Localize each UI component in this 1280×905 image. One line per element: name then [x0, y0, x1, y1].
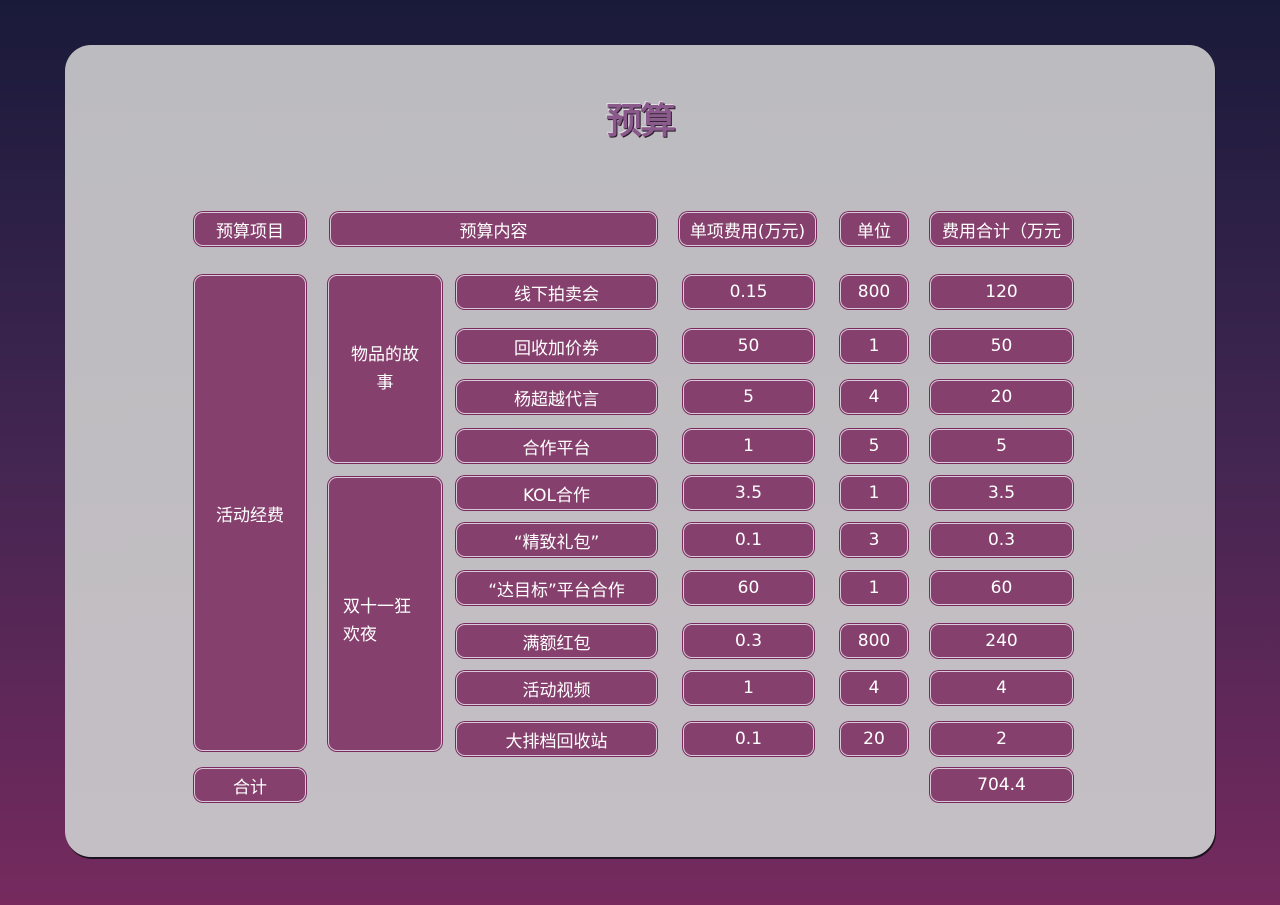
row-item-cell: KOL合作	[456, 476, 657, 510]
row-item-cell: “精致礼包”	[456, 523, 657, 557]
row-total-cell: 0.3	[930, 523, 1073, 557]
row-units-cell: 20	[840, 722, 908, 756]
row-unit-cost-cell: 1	[683, 671, 814, 705]
row-unit-cost-cell: 3.5	[683, 476, 814, 510]
row-unit-cost-cell: 0.15	[683, 275, 814, 309]
row-item-cell: “达目标”平台合作	[456, 571, 657, 605]
row-units-cell: 4	[840, 671, 908, 705]
header-item: 预算项目	[194, 212, 306, 246]
row-item-cell: 大排档回收站	[456, 722, 657, 756]
row-item-cell: 活动视频	[456, 671, 657, 705]
row-total-cell: 5	[930, 429, 1073, 463]
row-unit-cost-cell: 5	[683, 380, 814, 414]
row-total-cell: 120	[930, 275, 1073, 309]
row-unit-cost-cell: 0.3	[683, 624, 814, 658]
row-total-cell: 3.5	[930, 476, 1073, 510]
total-value: 704.4	[930, 768, 1073, 802]
row-item-cell: 杨超越代言	[456, 380, 657, 414]
row-total-cell: 50	[930, 329, 1073, 363]
row-unit-cost-cell: 1	[683, 429, 814, 463]
row-units-cell: 1	[840, 476, 908, 510]
row-total-cell: 20	[930, 380, 1073, 414]
row-units-cell: 800	[840, 275, 908, 309]
header-units: 单位	[840, 212, 908, 246]
row-units-cell: 4	[840, 380, 908, 414]
category-cell: 活动经费	[194, 275, 306, 751]
group-cell-2: 双十一狂 欢夜	[328, 477, 442, 751]
row-total-cell: 240	[930, 624, 1073, 658]
row-units-cell: 5	[840, 429, 908, 463]
header-content: 预算内容	[330, 212, 657, 246]
page-title: 预算	[605, 101, 676, 142]
group-cell-1: 物品的故事	[328, 275, 442, 463]
row-unit-cost-cell: 0.1	[683, 523, 814, 557]
row-units-cell: 1	[840, 329, 908, 363]
total-label: 合计	[194, 768, 306, 802]
row-units-cell: 3	[840, 523, 908, 557]
row-total-cell: 60	[930, 571, 1073, 605]
header-total: 费用合计（万元	[930, 212, 1073, 246]
row-unit-cost-cell: 60	[683, 571, 814, 605]
row-total-cell: 4	[930, 671, 1073, 705]
row-item-cell: 合作平台	[456, 429, 657, 463]
row-item-cell: 线下拍卖会	[456, 275, 657, 309]
row-item-cell: 满额红包	[456, 624, 657, 658]
row-total-cell: 2	[930, 722, 1073, 756]
row-units-cell: 800	[840, 624, 908, 658]
row-item-cell: 回收加价券	[456, 329, 657, 363]
header-unit-cost: 单项费用(万元)	[679, 212, 816, 246]
row-unit-cost-cell: 50	[683, 329, 814, 363]
row-unit-cost-cell: 0.1	[683, 722, 814, 756]
row-units-cell: 1	[840, 571, 908, 605]
